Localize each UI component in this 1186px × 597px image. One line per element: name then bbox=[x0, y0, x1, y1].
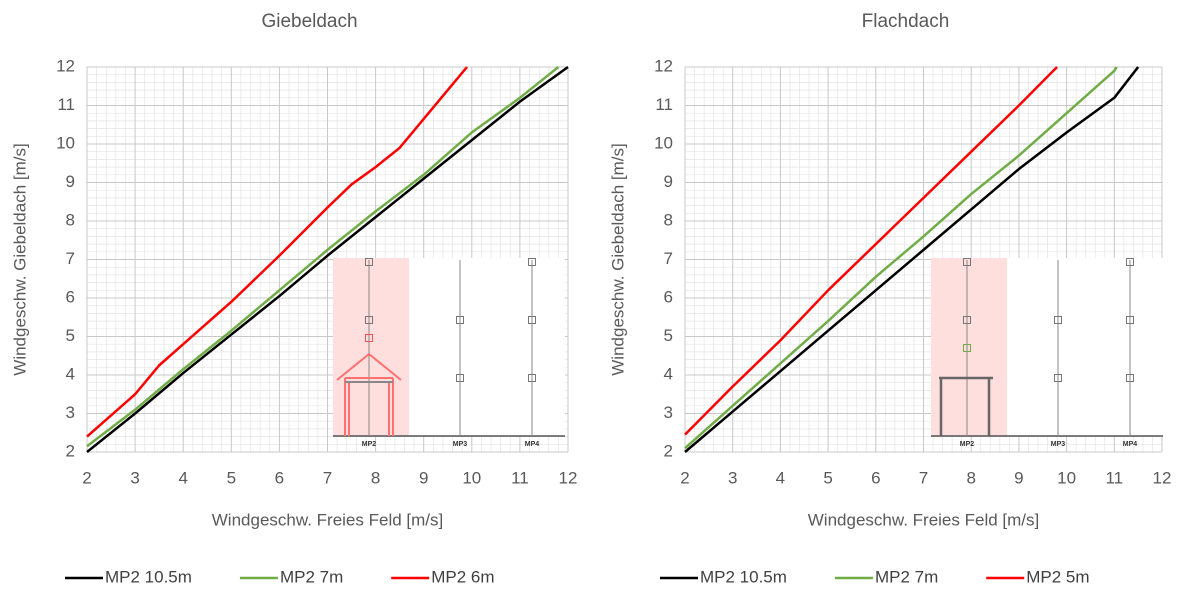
inset-label: MP2 bbox=[960, 441, 975, 448]
legend-label: MP2 10.5m bbox=[105, 567, 192, 586]
x-tick-label: 9 bbox=[419, 468, 428, 487]
x-tick-label: 10 bbox=[462, 468, 481, 487]
y-tick-label: 6 bbox=[66, 287, 75, 306]
y-axis-title: Windgeschw. Giebeldach [m/s] bbox=[608, 143, 627, 375]
y-tick-label: 11 bbox=[655, 95, 673, 114]
x-tick-label: 4 bbox=[776, 468, 785, 487]
x-tick-label: 9 bbox=[1014, 468, 1023, 487]
x-tick-label: 10 bbox=[1057, 468, 1076, 487]
x-tick-label: 5 bbox=[227, 468, 236, 487]
y-tick-label: 7 bbox=[66, 249, 75, 268]
x-tick-label: 8 bbox=[966, 468, 975, 487]
y-tick-label: 5 bbox=[664, 326, 673, 345]
x-tick-label: 8 bbox=[371, 468, 380, 487]
x-tick-label: 3 bbox=[130, 468, 139, 487]
x-tick-label: 11 bbox=[511, 468, 529, 487]
x-tick-label: 6 bbox=[275, 468, 284, 487]
x-tick-label: 7 bbox=[919, 468, 928, 487]
figure: 2 3 4 5 6 7 8 9 10 11 12 2 3 4 5 6 7 8 9 10 11 12 Flachdach Win… bbox=[0, 0, 1186, 592]
inset: MP2 MP3 MP4 bbox=[931, 258, 1163, 448]
y-tick-label: 3 bbox=[664, 403, 673, 422]
x-axis-title: Windgeschw. Freies Feld [m/s] bbox=[808, 510, 1039, 529]
x-tick-label: 6 bbox=[871, 468, 880, 487]
legend-label: MP2 7m bbox=[280, 567, 343, 586]
x-axis-title: Windgeschw. Freies Feld [m/s] bbox=[212, 510, 443, 529]
legend-label: MP2 5m bbox=[1026, 567, 1089, 586]
x-tick-label: 2 bbox=[680, 468, 689, 487]
y-tick-label: 12 bbox=[56, 56, 75, 75]
x-tick-label: 5 bbox=[823, 468, 832, 487]
chart-title: Flachdach bbox=[862, 11, 950, 32]
y-tick-label: 4 bbox=[664, 364, 673, 383]
chart-title: Giebeldach bbox=[261, 11, 357, 32]
y-tick-label: 8 bbox=[664, 210, 673, 229]
y-tick-label: 8 bbox=[66, 210, 75, 229]
chart: 2 3 4 5 6 7 8 9 10 11 12 2 3 4 5 6 7 8 9 10 11 12 Flachdach Win… bbox=[608, 11, 1171, 586]
inset-label: MP4 bbox=[525, 441, 540, 448]
legend-label: MP2 6m bbox=[431, 567, 494, 586]
x-tick-label: 4 bbox=[178, 468, 187, 487]
y-tick-label: 10 bbox=[654, 133, 673, 152]
y-tick-label: 9 bbox=[66, 172, 75, 191]
y-tick-label: 6 bbox=[664, 287, 673, 306]
y-tick-label: 2 bbox=[66, 441, 75, 460]
y-tick-label: 10 bbox=[56, 133, 75, 152]
y-tick-label: 7 bbox=[664, 249, 673, 268]
inset-label: MP4 bbox=[1123, 441, 1138, 448]
inset-highlight bbox=[931, 258, 1007, 436]
y-tick-label: 11 bbox=[57, 95, 75, 114]
x-tick-label: 11 bbox=[1105, 468, 1123, 487]
legend-label: MP2 7m bbox=[875, 567, 938, 586]
inset: MP2 MP3 MP4 bbox=[333, 258, 565, 448]
y-tick-label: 2 bbox=[664, 441, 673, 460]
y-tick-label: 12 bbox=[654, 56, 673, 75]
inset-label: MP2 bbox=[362, 441, 377, 448]
inset-label: MP3 bbox=[453, 441, 468, 448]
legend-label: MP2 10.5m bbox=[700, 567, 787, 586]
y-tick-label: 3 bbox=[66, 403, 75, 422]
inset-label: MP3 bbox=[1051, 441, 1066, 448]
x-tick-label: 2 bbox=[82, 468, 91, 487]
x-tick-label: 12 bbox=[559, 468, 578, 487]
y-tick-label: 4 bbox=[66, 364, 75, 383]
y-axis-title: Windgeschw. Giebeldach [m/s] bbox=[10, 143, 29, 375]
chart: 2 3 4 5 6 7 8 9 10 11 12 2 3 4 5 6 7 8 9 10 11 12 Giebeldach Wi… bbox=[10, 11, 577, 586]
x-tick-label: 12 bbox=[1153, 468, 1172, 487]
y-tick-label: 9 bbox=[664, 172, 673, 191]
x-tick-label: 7 bbox=[323, 468, 332, 487]
x-tick-label: 3 bbox=[728, 468, 737, 487]
y-tick-label: 5 bbox=[66, 326, 75, 345]
